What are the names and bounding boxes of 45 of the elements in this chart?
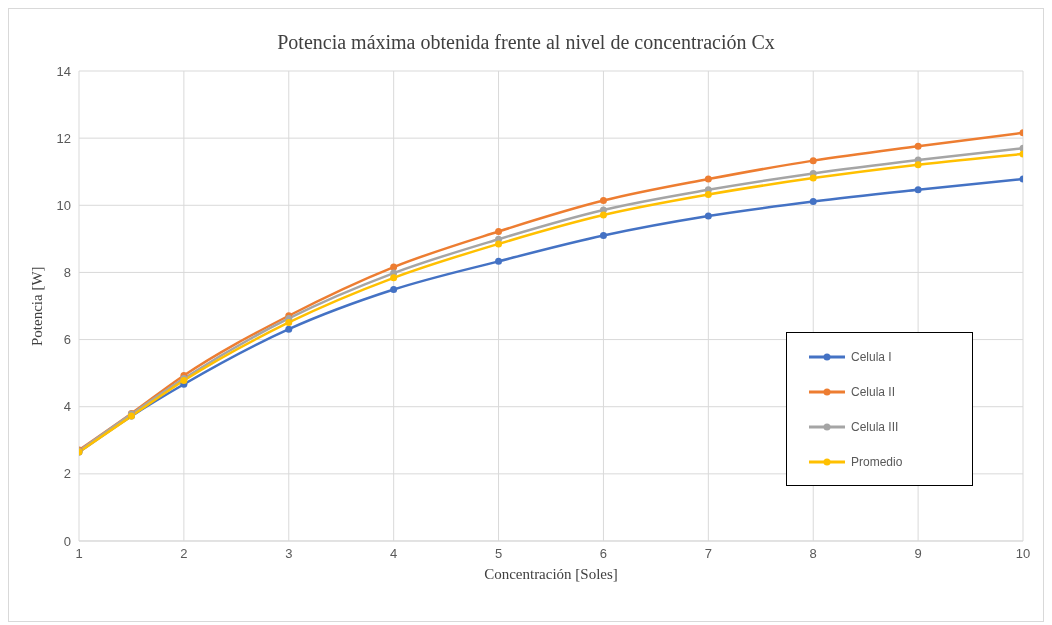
point [599, 232, 607, 239]
x-tick-label: 5 [494, 546, 503, 562]
x-tick-label: 10 [1015, 546, 1031, 562]
y-tick-label: 2 [63, 466, 71, 482]
chart-title: Potencia máxima obtenida frente al nivel de concentración Cx [276, 31, 776, 54]
x-tick-label: 9 [914, 546, 922, 562]
x-tick-label: 2 [180, 546, 188, 562]
point [390, 263, 398, 271]
y-axis-title: Potencia [W] [29, 266, 46, 346]
legend-label: Celula II [851, 384, 896, 399]
point [599, 211, 607, 219]
legend-label: Promedio [851, 454, 903, 469]
legend-label: Celula I [851, 349, 892, 364]
point [914, 142, 922, 150]
y-tick-label: 12 [56, 130, 71, 146]
y-tick-label: 0 [63, 533, 71, 549]
point [390, 274, 398, 282]
point [285, 318, 293, 326]
y-tick-label: 10 [56, 197, 71, 213]
point [599, 197, 607, 205]
point [704, 212, 712, 220]
x-axis-title: Concentración [Soles] [484, 566, 618, 582]
y-tick-label: 8 [63, 265, 71, 281]
legend-label: Celula III [851, 419, 899, 434]
x-tick-label: 7 [704, 546, 712, 562]
y-tick-label: 14 [56, 63, 71, 79]
point [495, 240, 503, 248]
point [285, 325, 293, 333]
x-tick-label: 3 [285, 546, 293, 562]
point [704, 191, 712, 199]
point [914, 186, 922, 194]
y-tick-label: 4 [63, 399, 71, 415]
point [390, 286, 398, 294]
x-tick-label: 6 [599, 546, 608, 562]
x-tick-label: 8 [809, 546, 817, 562]
point [809, 157, 817, 165]
x-tick-label: 4 [390, 546, 398, 562]
point [809, 198, 817, 206]
point [704, 175, 712, 183]
x-tick-label: 1 [75, 546, 83, 562]
point [495, 257, 503, 265]
y-tick-label: 6 [63, 332, 71, 348]
point [495, 227, 503, 235]
point [809, 174, 817, 182]
point [914, 161, 922, 169]
